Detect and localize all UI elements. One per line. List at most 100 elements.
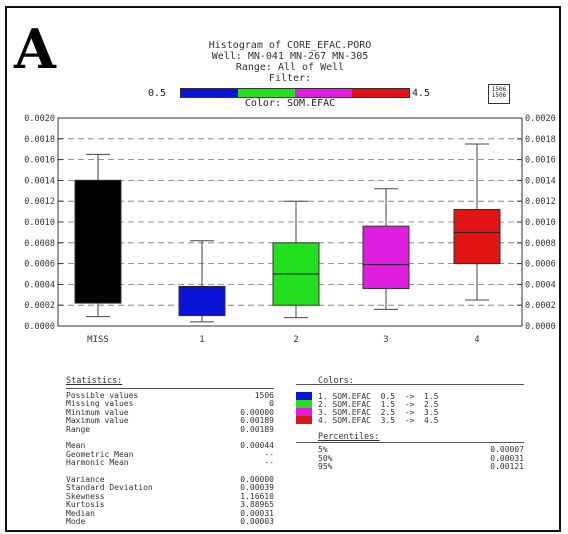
color-swatch-3 — [295, 89, 352, 97]
colors-divider — [296, 384, 524, 385]
panel-letter: A — [14, 17, 56, 81]
percentile-value: 0.00121 — [490, 462, 524, 471]
y-tick-label-left: 0.0002 — [24, 301, 55, 311]
stat-value: 0.00000 — [240, 407, 274, 417]
percentile-label: 95% — [318, 462, 333, 471]
percentile-label: 50% — [318, 453, 333, 463]
y-tick-label-right: 0.0010 — [525, 218, 556, 228]
count-box: 1506 1506 — [488, 84, 510, 104]
y-tick-label-right: 0.0000 — [525, 322, 556, 332]
filter-label: Filter: — [268, 73, 312, 84]
stat-value: 1.16610 — [240, 491, 274, 501]
y-tick-label-right: 0.0004 — [525, 280, 556, 290]
stat-value: 0.00189 — [240, 424, 274, 434]
stat-label: Variance — [66, 475, 105, 485]
stat-label: Range — [66, 424, 91, 434]
y-tick-label-right: 0.0006 — [525, 260, 556, 270]
y-tick-label-left: 0.0016 — [24, 156, 55, 166]
stat-label: Harmonic Mean — [66, 458, 129, 468]
color-scale-bar — [180, 88, 410, 98]
y-tick-label-left: 0.0006 — [24, 260, 55, 270]
color-legend-swatch — [296, 392, 312, 400]
range-label: Range: All of Well — [235, 62, 345, 73]
x-tick-label: MISS — [87, 335, 109, 345]
stat-label: Maximum value — [66, 416, 129, 426]
stat-value: 0.00189 — [240, 416, 274, 426]
statistics-title: Statistics: — [66, 376, 123, 386]
y-tick-label-right: 0.0008 — [525, 239, 556, 249]
stat-value: 1506 — [254, 391, 274, 400]
y-tick-label-right: 0.0002 — [525, 301, 556, 311]
y-tick-label-left: 0.0004 — [24, 280, 55, 290]
color-scale-title: Color: SOM.EFAC — [244, 98, 336, 109]
color-legend-item: 1. SOM.EFAC 0.5 -> 1.5 — [296, 392, 438, 401]
y-tick-label-left: 0.0012 — [24, 197, 55, 207]
color-legend-swatch — [296, 416, 312, 424]
stat-label: Mode — [66, 517, 86, 527]
percentile-row: 5% 0.00007 — [318, 445, 524, 455]
x-tick-label: 1 — [199, 335, 204, 345]
y-tick-label-right: 0.0014 — [525, 176, 556, 186]
y-tick-label-left: 0.0008 — [24, 239, 55, 249]
stat-label: Standard Deviation — [66, 483, 153, 493]
x-tick-label: 2 — [293, 335, 298, 345]
stat-value: 3.88965 — [240, 500, 274, 510]
colors-title: Colors: — [318, 376, 354, 386]
count-bottom: 1506 — [491, 92, 507, 99]
box-1 — [178, 285, 226, 317]
y-tick-label-left: 0.0000 — [24, 322, 55, 332]
stat-value: 0.00003 — [240, 517, 274, 527]
percentile-row: 95% 0.00121 — [318, 462, 524, 472]
chart-title: Histogram of CORE_EFAC.PORO — [208, 40, 372, 51]
count-top: 1506 — [491, 86, 507, 93]
stat-label: Mean — [66, 441, 86, 451]
percentile-label: 5% — [318, 445, 328, 454]
color-swatch-1 — [181, 89, 238, 97]
stat-value: 0.00044 — [240, 441, 274, 451]
y-tick-label-right: 0.0020 — [525, 114, 556, 124]
percentile-value: 0.00007 — [490, 445, 524, 454]
color-legend-label: 3. SOM.EFAC 2.5 -> 3.5 — [318, 407, 439, 417]
legend-max-label: 4.5 — [412, 88, 431, 99]
stat-label: Geometric Mean — [66, 449, 134, 459]
color-swatch-2 — [238, 89, 295, 97]
color-legend-swatch — [296, 408, 312, 416]
statistics-values: 1506 0 0.00000 0.00189 0.00189 0.00044 -- -- 0… — [180, 391, 274, 527]
colors-list: 1. SOM.EFAC 0.5 -> 1.5 2. SOM.EFAC 1.5 ->… — [296, 392, 439, 425]
statistics-labels: Possible values Missing values Minimum val… — [66, 391, 153, 527]
percentiles-list: 5% 0.00007 50% 0.00031 95% 0.00121 — [318, 445, 524, 472]
color-legend-label: 4. SOM.EFAC 3.5 -> 4.5 — [318, 415, 439, 425]
y-tick-label-left: 0.0018 — [24, 135, 55, 145]
color-legend-item: 4. SOM.EFAC 3.5 -> 4.5 — [296, 415, 439, 425]
stat-value: 0 — [269, 399, 274, 409]
y-tick-label-left: 0.0010 — [24, 218, 55, 228]
stat-label: Minimum value — [66, 407, 129, 417]
percentile-value: 0.00031 — [490, 453, 524, 463]
stat-label: Median — [66, 508, 95, 518]
percentiles-title: Percentiles: — [318, 432, 380, 442]
x-tick-label: 3 — [383, 335, 388, 345]
color-legend-label: 2. SOM.EFAC 1.5 -> 2.5 — [318, 399, 439, 409]
y-tick-label-right: 0.0016 — [525, 156, 556, 166]
stat-value: -- — [264, 449, 274, 459]
stat-value: 0.00031 — [240, 508, 274, 518]
stat-value: 0.00039 — [240, 483, 274, 493]
stat-label: Missing values — [66, 399, 134, 409]
stat-label: Kurtosis — [66, 500, 105, 510]
well-label: Well: MN-041 MN-267 MN-305 — [211, 51, 369, 62]
stat-label: Possible values — [66, 391, 139, 400]
percentiles-divider — [296, 442, 524, 443]
statistics-divider — [66, 388, 274, 389]
stat-label: Skewness — [66, 491, 105, 501]
color-legend-swatch — [296, 400, 312, 408]
stat-value: 0.00000 — [240, 475, 274, 485]
box-3 — [362, 225, 410, 290]
percentile-row: 50% 0.00031 — [318, 453, 524, 464]
y-tick-label-left: 0.0020 — [24, 114, 55, 124]
color-legend-item: 2. SOM.EFAC 1.5 -> 2.5 — [296, 399, 439, 409]
y-tick-label-right: 0.0012 — [525, 197, 556, 207]
y-tick-label-right: 0.0018 — [525, 135, 556, 145]
box-4 — [453, 209, 501, 265]
color-swatch-4 — [352, 89, 409, 97]
